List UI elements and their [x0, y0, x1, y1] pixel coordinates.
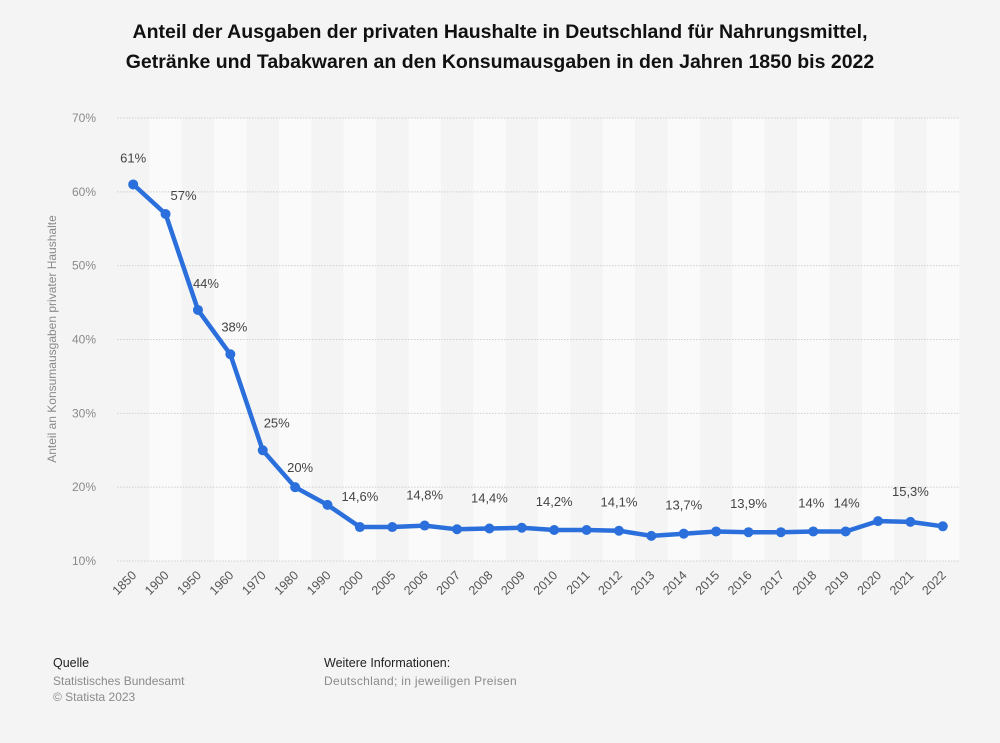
x-tick-label: 2022 — [919, 568, 949, 598]
x-tick-label: 1980 — [272, 568, 302, 598]
series-line — [130, 182, 946, 539]
x-tick-label: 1950 — [175, 568, 205, 598]
data-point — [419, 520, 430, 531]
x-tick-label: 2014 — [660, 568, 690, 598]
data-point — [775, 527, 786, 538]
data-point — [257, 445, 268, 456]
x-tick-label: 1900 — [142, 568, 172, 598]
chart-title-line-1: Anteil der Ausgaben der privaten Haushal… — [132, 21, 868, 43]
data-label: 15,3% — [892, 484, 929, 499]
data-point — [873, 516, 884, 527]
x-tick-label: 2016 — [725, 568, 755, 598]
x-tick-label: 2010 — [531, 568, 561, 598]
x-tick-label: 2008 — [466, 568, 496, 598]
category-band — [376, 118, 409, 561]
y-tick-label: 50% — [72, 259, 96, 273]
data-point — [549, 524, 560, 535]
info-label: Weitere Informationen: — [324, 656, 451, 670]
x-tick-label: 1850 — [110, 568, 140, 598]
source-line-2: © Statista 2023 — [53, 690, 136, 704]
data-label: 14% — [834, 495, 860, 510]
data-point — [225, 349, 236, 360]
x-tick-label: 2000 — [336, 568, 366, 598]
data-point — [905, 516, 916, 527]
data-label: 57% — [171, 188, 197, 203]
data-label: 20% — [287, 460, 313, 475]
data-point — [808, 526, 819, 537]
data-point — [484, 523, 495, 534]
x-tick-label: 2005 — [369, 568, 399, 598]
data-point — [322, 499, 333, 510]
x-tick-label: 1970 — [239, 568, 269, 598]
data-point — [581, 524, 592, 535]
x-tick-label: 2009 — [498, 568, 528, 598]
x-tick-label: 1990 — [304, 568, 334, 598]
chart-title-line-2: Getränke und Tabakwaren an den Konsumaus… — [125, 51, 875, 73]
x-tick-label: 2015 — [693, 568, 723, 598]
data-point — [937, 521, 948, 532]
data-point — [516, 522, 527, 533]
x-axis-ticks: 1850 1900 1950 1960 1970 1980 1990 2000 2005 2006… — [110, 568, 949, 598]
data-label: 14,6% — [341, 489, 378, 504]
y-tick-label: 40% — [72, 333, 96, 347]
x-tick-label: 2006 — [401, 568, 431, 598]
x-tick-label: 2012 — [596, 568, 626, 598]
x-tick-label: 2007 — [434, 568, 464, 598]
data-label: 14% — [798, 495, 824, 510]
data-label: 14,4% — [471, 491, 508, 506]
data-point — [711, 526, 722, 537]
x-tick-label: 1960 — [207, 568, 237, 598]
data-label: 13,9% — [730, 496, 767, 511]
data-label: 61% — [120, 150, 146, 165]
x-tick-label: 2018 — [790, 568, 820, 598]
data-label: 14,2% — [536, 494, 573, 509]
x-tick-label: 2013 — [628, 568, 658, 598]
x-tick-label: 2021 — [887, 568, 917, 598]
data-point — [290, 482, 301, 493]
y-tick-label: 70% — [72, 111, 96, 125]
data-labels: 61% 57% 44% 38% 25% 20% 14,6% 14,8% 14,4% 14,2% 14… — [120, 150, 929, 512]
data-point — [646, 530, 657, 541]
y-axis-ticks: 10% 20% 30% 40% 50% 60% 70% — [72, 111, 96, 568]
data-label: 14,1% — [601, 495, 638, 510]
info-text: Deutschland; in jeweiligen Preisen — [324, 674, 517, 688]
data-series — [128, 179, 948, 541]
x-tick-label: 2017 — [757, 568, 787, 598]
data-point — [613, 525, 624, 536]
category-band — [861, 118, 895, 561]
data-point — [743, 527, 754, 538]
data-label: 13,7% — [665, 498, 702, 513]
data-point — [840, 526, 851, 537]
x-tick-label: 2019 — [822, 568, 852, 598]
data-point — [678, 528, 689, 539]
y-tick-label: 10% — [72, 554, 96, 568]
line-chart: 10% 20% 30% 40% 50% 60% 70% Anteil an Konsumau… — [45, 111, 960, 598]
y-tick-label: 20% — [72, 480, 96, 494]
category-band — [699, 118, 733, 561]
source-label: Quelle — [53, 656, 90, 670]
y-tick-label: 60% — [72, 185, 96, 199]
data-point — [354, 522, 365, 533]
data-label: 38% — [221, 319, 247, 334]
data-label: 44% — [193, 276, 219, 291]
x-tick-label: 2020 — [855, 568, 885, 598]
data-point — [452, 524, 463, 535]
y-tick-label: 30% — [72, 406, 96, 420]
chart-title: Anteil der Ausgaben der privaten Haushal… — [0, 17, 1000, 77]
source-line-1: Statistisches Bundesamt — [53, 674, 185, 688]
data-point — [192, 304, 203, 315]
data-label: 25% — [264, 415, 290, 430]
source-text: Statistisches Bundesamt © Statista 2023 — [53, 673, 184, 705]
data-label: 14,8% — [406, 488, 443, 503]
gridlines — [117, 117, 959, 562]
x-tick-label: 2011 — [564, 568, 593, 597]
y-axis-label: Anteil an Konsumausgaben privater Hausha… — [45, 215, 59, 463]
data-point — [387, 522, 398, 533]
data-point — [128, 179, 139, 190]
data-point — [160, 208, 171, 219]
